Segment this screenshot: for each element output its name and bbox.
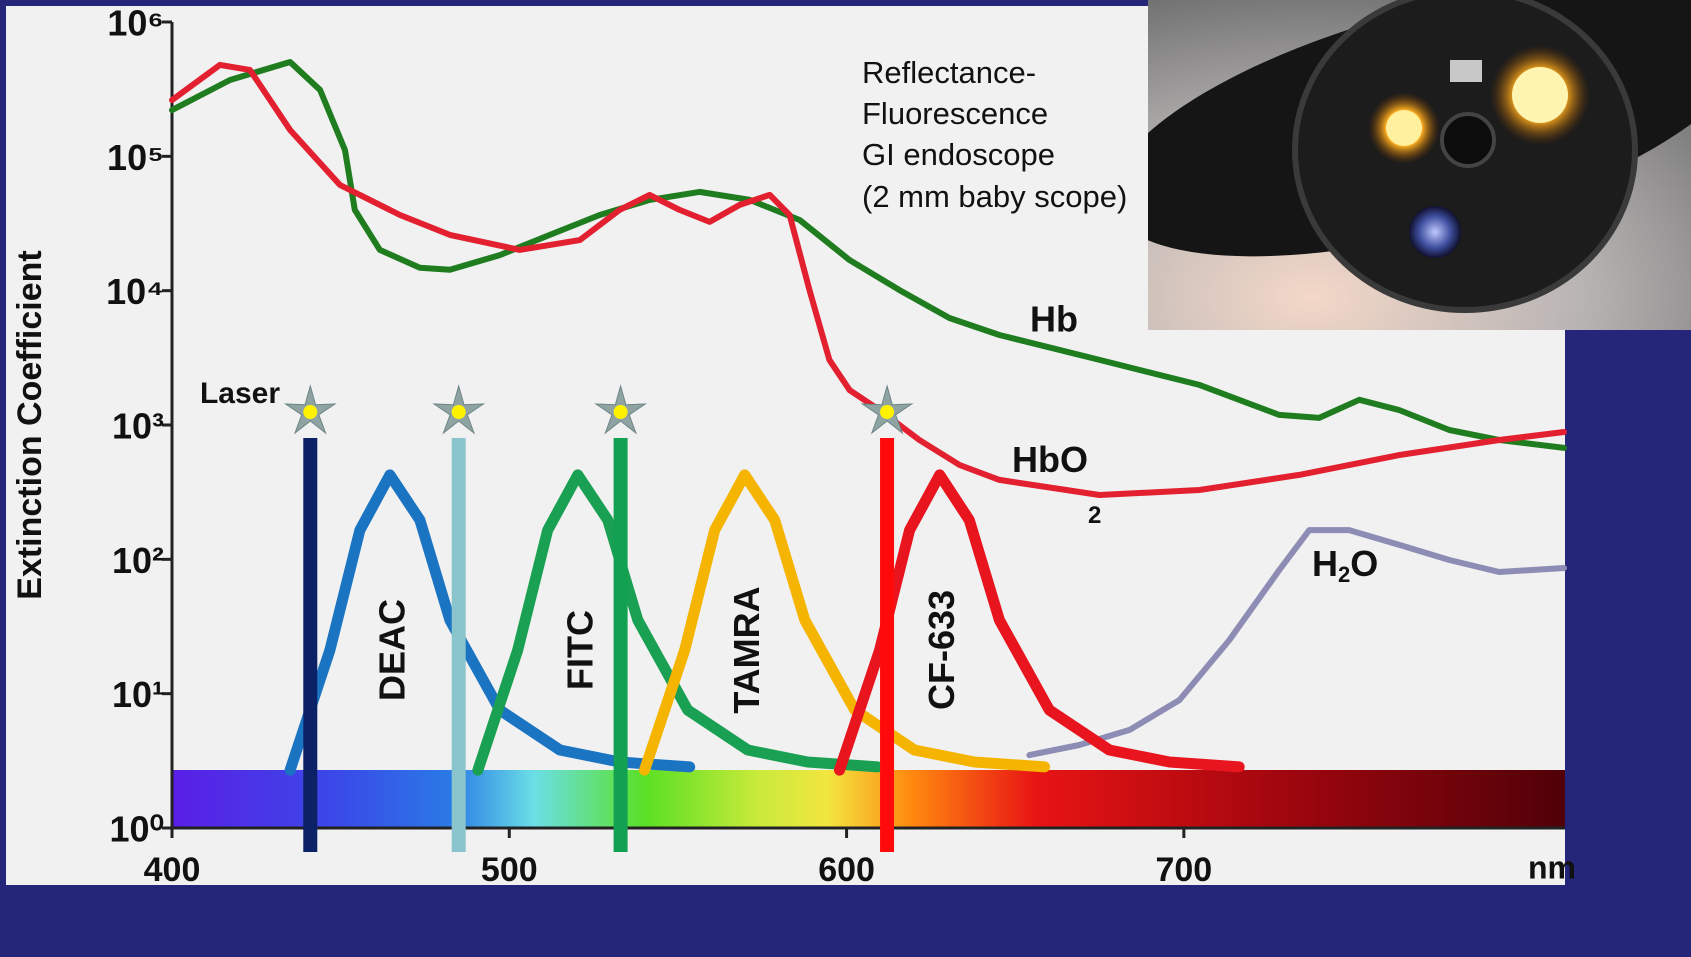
laser-star-core (452, 405, 466, 419)
x-axis-title: nm (1528, 849, 1576, 885)
laser-star-core (880, 405, 894, 419)
x-tick-label: 600 (818, 851, 875, 889)
photo (1083, 0, 1691, 330)
y-tick-label: 10¹ (112, 674, 164, 715)
annotation: Reflectance- (862, 55, 1036, 90)
y-tick-label: 10⁶ (107, 3, 164, 44)
x-tick-label: 700 (1155, 851, 1212, 889)
y-tick-label: 10² (112, 540, 164, 581)
laser-star-core (614, 405, 628, 419)
series-label: DEAC (371, 599, 412, 701)
x-tick-label: 500 (481, 851, 538, 889)
spectrum-bar (172, 770, 1565, 828)
series-label: CF-633 (921, 590, 962, 710)
laser-star-core (303, 405, 317, 419)
laser-line (452, 438, 466, 852)
y-tick-label: 10⁴ (106, 271, 164, 312)
chart: Reflectance- Fluorescence GI endoscope (… (0, 0, 1691, 957)
series-label: Hb (1030, 299, 1078, 340)
annotation: (2 mm baby scope) (862, 179, 1127, 214)
laser-line (614, 438, 628, 852)
laser-line (880, 438, 894, 852)
annotation: GI endoscope (862, 137, 1055, 172)
y-tick-label: 10³ (112, 406, 164, 447)
laser-line (303, 438, 317, 852)
series-label: FITC (559, 610, 600, 690)
annotation: Fluorescence (862, 96, 1048, 131)
series-label: TAMRA (726, 586, 767, 713)
page: {"chart_data": { "type": "line", "ylog":… (0, 0, 1691, 957)
x-tick-label: 400 (144, 851, 201, 889)
y-tick-label: 10⁵ (107, 137, 164, 178)
laser-label: Laser (200, 377, 280, 410)
y-tick-label: 10⁰ (110, 809, 164, 850)
y-axis-title: Extinction Coefficient (11, 250, 49, 599)
